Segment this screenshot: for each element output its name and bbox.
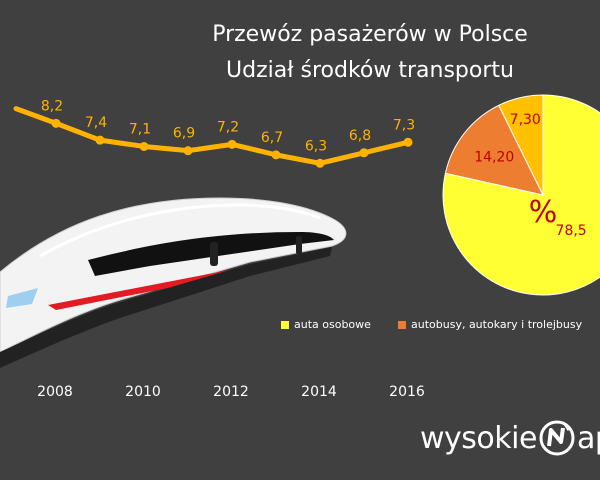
pie-label-cars: 78,5 xyxy=(556,223,587,239)
pie-label-other: 7,30 xyxy=(510,112,541,128)
pie-label-buses: 14,20 xyxy=(474,150,514,166)
x-tick-label: 2016 xyxy=(389,384,425,400)
x-tick-label: 2014 xyxy=(301,384,337,400)
line-point xyxy=(139,141,149,151)
train-headlight xyxy=(6,288,38,308)
train-red-stripe xyxy=(48,266,258,310)
data-label: 6,3 xyxy=(305,138,327,154)
line-point xyxy=(51,118,61,128)
line-point xyxy=(183,146,193,156)
pie-center-label: % xyxy=(529,195,558,230)
line-series-path xyxy=(13,106,411,166)
chart-title-line-2: Udział środków transportu xyxy=(226,58,514,83)
train-door xyxy=(210,242,218,266)
legend-swatch-cars xyxy=(281,320,289,329)
pie-chart: 78,5 14,20 7,30% xyxy=(442,94,600,296)
line-chart: 8,2 7,4 7,1 6,9 7,2 6,7 6,3 6,8 7,3 xyxy=(13,98,415,168)
line-point xyxy=(271,150,281,160)
data-label: 7,3 xyxy=(393,117,415,133)
data-label: 7,2 xyxy=(217,119,239,135)
x-tick-label: 2008 xyxy=(37,384,73,400)
brand-suffix: ap xyxy=(576,420,600,456)
brand-n-logo xyxy=(539,420,575,456)
train-underbody xyxy=(0,247,332,368)
line-point xyxy=(403,137,413,147)
pie-slice-cars xyxy=(442,94,600,296)
chart-title-line-1: Przewóz pasażerów w Polsce xyxy=(212,22,528,47)
data-label: 6,9 xyxy=(173,126,195,142)
brand-prefix: wysokie xyxy=(420,420,537,456)
train-illustration xyxy=(0,197,347,368)
legend-label-buses: autobusy, autokary i trolejbusy xyxy=(411,318,583,331)
train-roof-shade xyxy=(39,203,321,258)
pie-slice-buses xyxy=(444,104,544,196)
line-point xyxy=(359,148,369,158)
data-label: 7,1 xyxy=(129,121,151,137)
data-label: 6,7 xyxy=(261,130,283,146)
train-door-2 xyxy=(296,236,302,254)
legend-swatch-buses xyxy=(398,320,406,329)
legend-item-buses: autobusy, autokary i trolejbusy xyxy=(398,318,582,331)
line-point xyxy=(315,158,325,168)
x-tick-label: 2012 xyxy=(213,384,249,400)
data-label: 6,8 xyxy=(349,128,371,144)
legend-label-cars: auta osobowe xyxy=(294,318,371,331)
data-label: 7,4 xyxy=(85,115,107,131)
line-point xyxy=(95,135,105,145)
line-point xyxy=(227,139,237,149)
x-axis-tick-labels: 2008 2010 2012 2014 2016 xyxy=(37,384,425,400)
x-tick-label: 2010 xyxy=(125,384,161,400)
data-label: 8,2 xyxy=(41,98,63,114)
pie-slice-other xyxy=(498,94,544,196)
legend-item-cars: auta osobowe xyxy=(281,318,371,331)
brand-logo-text: wysokie ap xyxy=(420,420,600,456)
